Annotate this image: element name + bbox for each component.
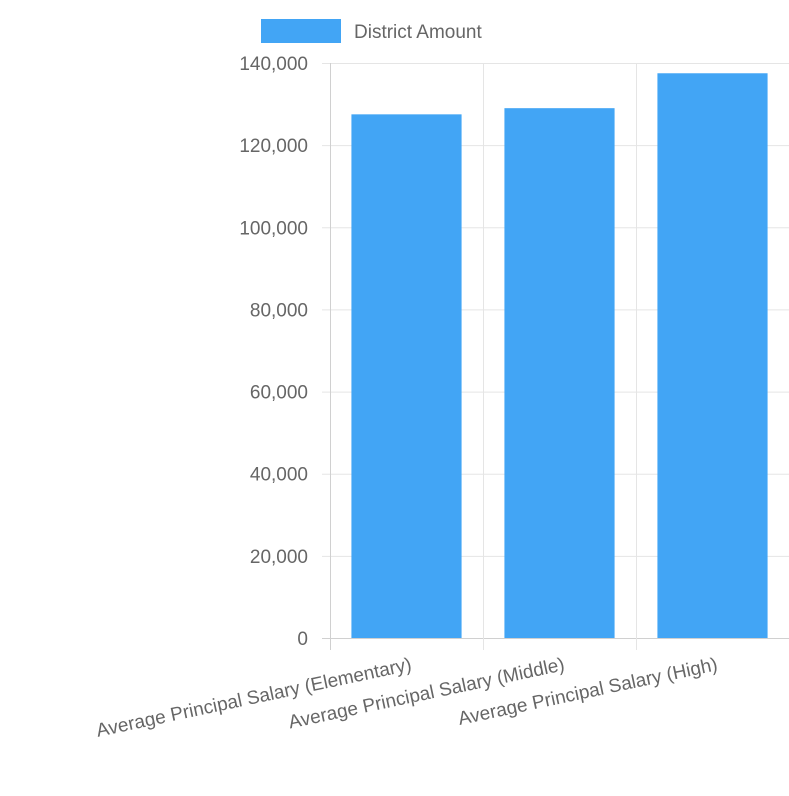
legend-swatch [261, 19, 341, 43]
bar [351, 114, 462, 638]
y-tick-label: 100,000 [239, 218, 308, 239]
bar [504, 108, 615, 638]
y-tick-label: 120,000 [239, 136, 308, 157]
legend: District Amount [261, 19, 482, 43]
x-axis-ticks: Average Principal Salary (Elementary)Ave… [94, 654, 719, 741]
x-tick-label: Average Principal Salary (High) [456, 654, 719, 730]
y-tick-label: 60,000 [250, 383, 308, 404]
y-tick-label: 80,000 [250, 300, 308, 321]
y-tick-label: 40,000 [250, 465, 308, 486]
y-axis-ticks: 0 20,000 40,000 60,000 80,000 100,000 120,000 1… [239, 54, 308, 650]
y-tick-label: 20,000 [250, 547, 308, 568]
legend-label: District Amount [354, 22, 482, 43]
y-tick-label: 0 [297, 629, 308, 650]
bar [657, 73, 768, 638]
y-tick-label: 140,000 [239, 54, 308, 75]
bars [351, 73, 768, 638]
